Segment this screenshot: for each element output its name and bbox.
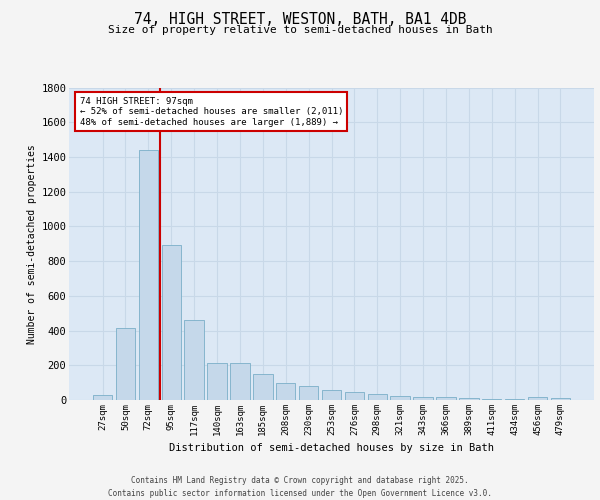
- Bar: [368, 394, 387, 400]
- Text: 74 HIGH STREET: 97sqm
← 52% of semi-detached houses are smaller (2,011)
48% of s: 74 HIGH STREET: 97sqm ← 52% of semi-deta…: [79, 97, 343, 126]
- Bar: [436, 398, 455, 400]
- Text: 74, HIGH STREET, WESTON, BATH, BA1 4DB: 74, HIGH STREET, WESTON, BATH, BA1 4DB: [134, 12, 466, 28]
- Bar: [322, 390, 341, 400]
- Bar: [161, 246, 181, 400]
- Bar: [208, 362, 227, 400]
- X-axis label: Distribution of semi-detached houses by size in Bath: Distribution of semi-detached houses by …: [169, 444, 494, 454]
- Bar: [344, 392, 364, 400]
- Y-axis label: Number of semi-detached properties: Number of semi-detached properties: [27, 144, 37, 344]
- Text: Size of property relative to semi-detached houses in Bath: Size of property relative to semi-detach…: [107, 25, 493, 35]
- Bar: [116, 328, 135, 400]
- Bar: [413, 396, 433, 400]
- Bar: [551, 398, 570, 400]
- Text: Contains HM Land Registry data © Crown copyright and database right 2025.
Contai: Contains HM Land Registry data © Crown c…: [108, 476, 492, 498]
- Bar: [528, 396, 547, 400]
- Bar: [459, 398, 479, 400]
- Bar: [276, 382, 295, 400]
- Bar: [139, 150, 158, 400]
- Bar: [299, 386, 319, 400]
- Bar: [93, 395, 112, 400]
- Bar: [230, 362, 250, 400]
- Bar: [505, 399, 524, 400]
- Bar: [184, 320, 204, 400]
- Bar: [482, 399, 502, 400]
- Bar: [253, 374, 272, 400]
- Bar: [391, 396, 410, 400]
